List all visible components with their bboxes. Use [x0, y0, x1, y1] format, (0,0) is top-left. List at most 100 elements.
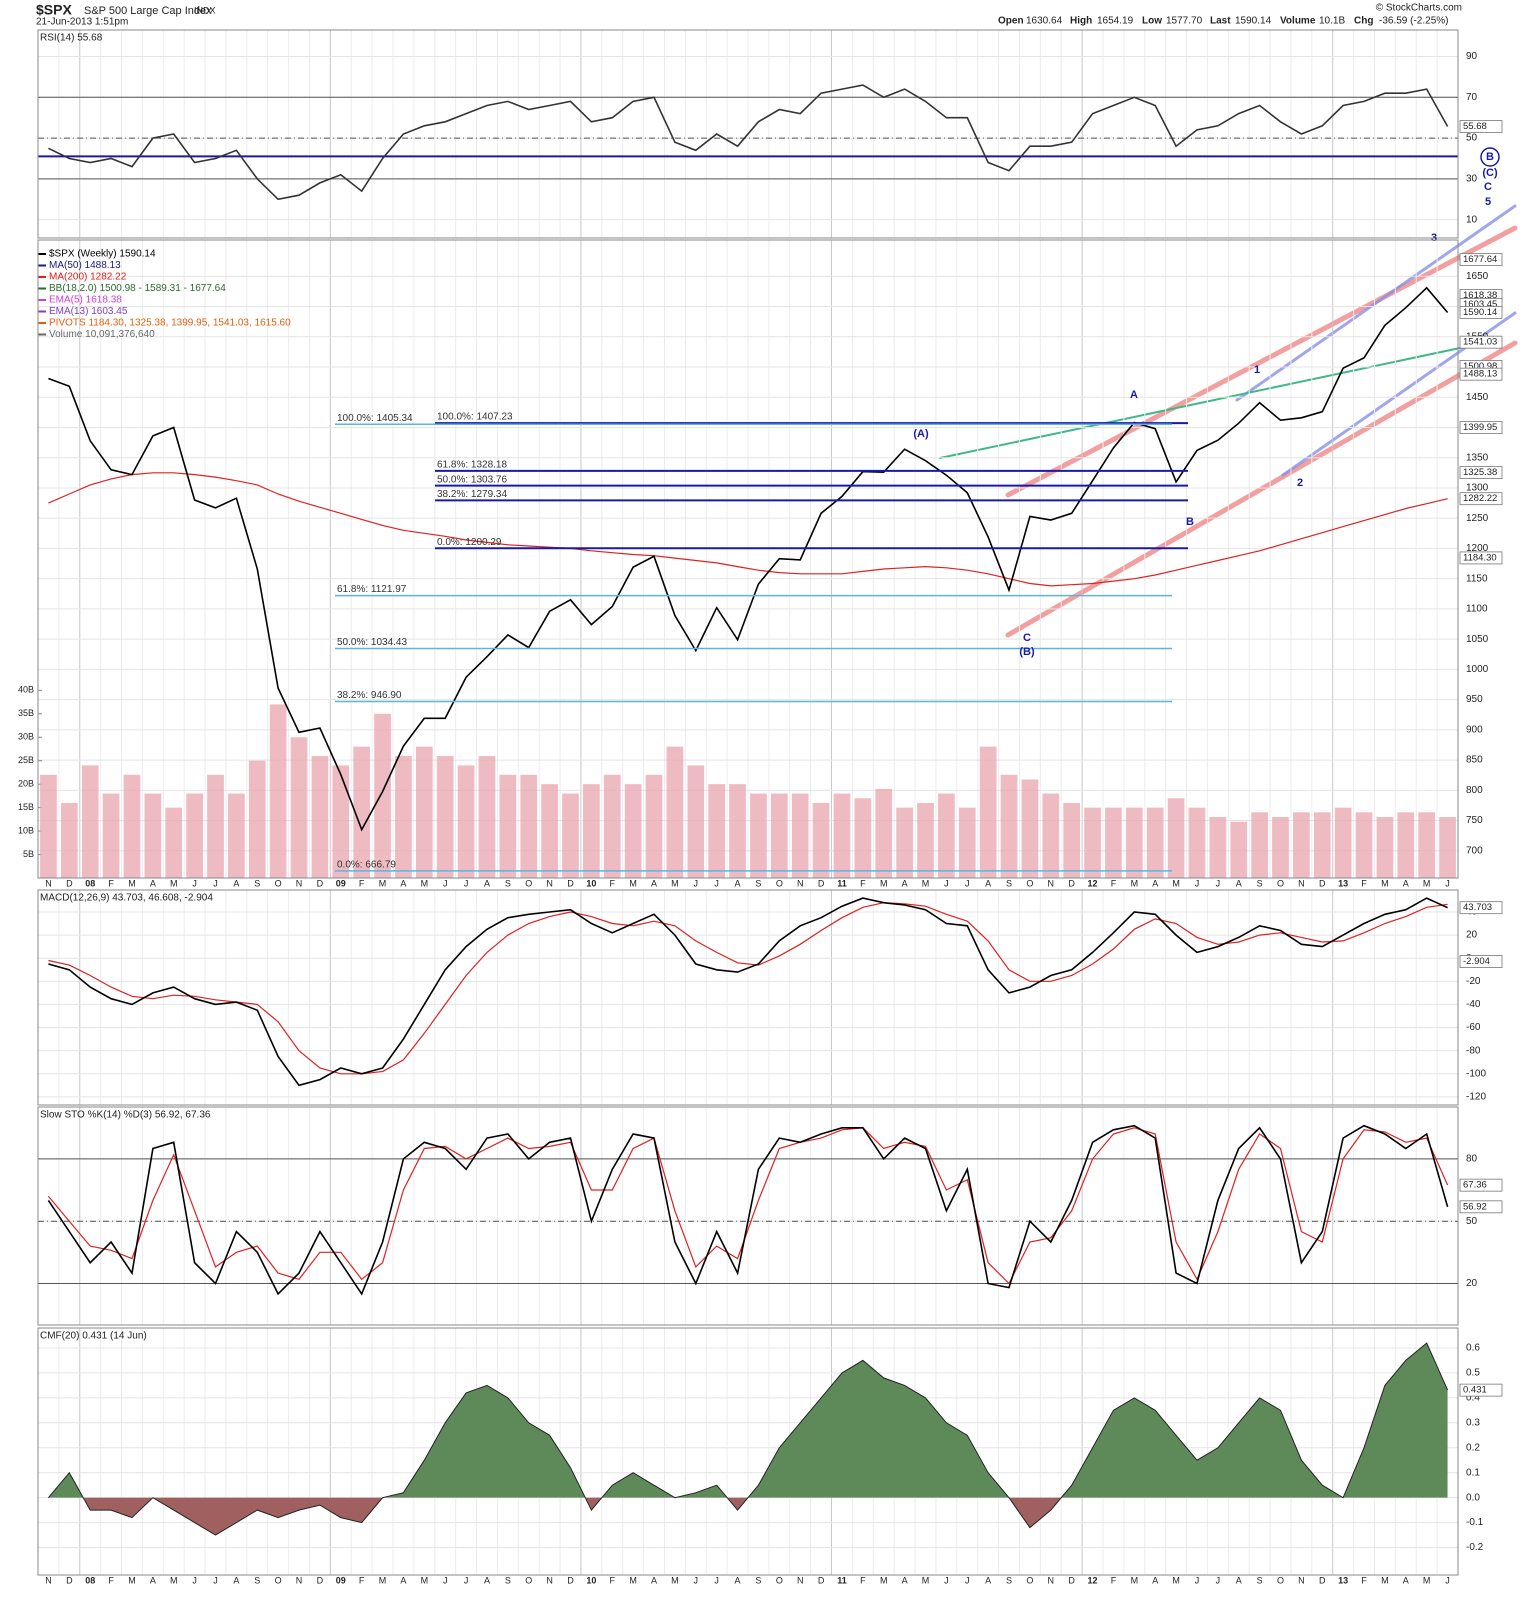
- x-tick-label: D: [567, 878, 574, 888]
- panel-title: RSI(14) 55.68: [40, 33, 103, 44]
- x-tick-label: J: [1216, 1575, 1221, 1585]
- fib-label: 38.2%: 1279.34: [437, 489, 507, 500]
- x-tick-label: A: [1152, 878, 1158, 888]
- x-tick-label: S: [755, 878, 761, 888]
- volume-bar: [708, 784, 726, 878]
- volume-bar: [812, 802, 830, 878]
- volume-bar: [1313, 812, 1331, 878]
- legend-text: Volume 10,091,376,640: [49, 329, 155, 340]
- y-tick-label: -20: [1466, 976, 1481, 987]
- volume-bar: [1125, 807, 1143, 878]
- x-tick-label: A: [1236, 878, 1242, 888]
- y-tick-label: 50: [1466, 133, 1478, 144]
- x-tick-label: J: [944, 878, 949, 888]
- value-box: [1459, 1178, 1503, 1192]
- y-tick-label: 1100: [1466, 604, 1488, 615]
- x-tick-label: J: [464, 1575, 469, 1585]
- wave-label: 1: [1254, 364, 1260, 376]
- volume-bar: [1334, 807, 1352, 878]
- value-box: [1459, 253, 1503, 266]
- x-tick-label: A: [400, 1575, 406, 1585]
- y-tick-label: 1350: [1466, 452, 1489, 463]
- volume-bar: [624, 784, 642, 878]
- stat-value: 10.1B: [1319, 16, 1345, 27]
- y2-tick-label: 35B: [18, 708, 34, 718]
- volume-bar: [436, 756, 454, 878]
- value-box-label: 56.92: [1463, 1201, 1487, 1212]
- wave-label: (B): [1019, 646, 1035, 658]
- channel-line: [1235, 204, 1517, 402]
- y-tick-label: 1150: [1466, 573, 1488, 584]
- x-tick-label: D: [818, 878, 825, 888]
- fib-label: 50.0%: 1303.76: [437, 474, 507, 485]
- x-tick-label: M: [379, 878, 387, 888]
- x-tick-label: J: [464, 878, 469, 888]
- x-tick-label: 13: [1338, 1575, 1348, 1585]
- x-tick-label: S: [254, 878, 260, 888]
- value-box-label: 1603.45: [1463, 299, 1497, 310]
- x-tick-label: F: [860, 1575, 866, 1585]
- x-tick-label: M: [922, 1575, 930, 1585]
- legend-text: EMA(5) 1618.38: [49, 295, 122, 306]
- volume-bar: [854, 798, 872, 878]
- x-tick-label: O: [1026, 878, 1033, 888]
- volume-bar: [228, 793, 245, 878]
- volume-bar: [979, 746, 997, 878]
- series-line: [48, 897, 1448, 1087]
- y-tick-label: 1300: [1466, 483, 1489, 494]
- x-tick-label: F: [359, 878, 365, 888]
- y-tick-label: 20: [1466, 1278, 1478, 1289]
- x-tick-label: J: [443, 878, 448, 888]
- stat-label: High: [1070, 16, 1092, 27]
- volume-bar: [1293, 812, 1310, 878]
- y-tick-label: 50: [1466, 1216, 1478, 1227]
- date: 21-Jun-2013 1:51pm: [36, 17, 128, 28]
- x-tick-label: N: [797, 878, 804, 888]
- x-tick-label: O: [1026, 1575, 1033, 1585]
- value-box-label: 1282.22: [1463, 493, 1497, 504]
- x-tick-label: 10: [586, 878, 596, 888]
- x-tick-label: A: [233, 878, 239, 888]
- volume-bar: [353, 746, 371, 878]
- stat-value: 1630.64: [1026, 16, 1063, 27]
- x-tick-label: M: [671, 878, 679, 888]
- x-tick-label: J: [192, 878, 197, 888]
- stat-value: -36.59 (-2.25%): [1379, 16, 1448, 27]
- x-tick-label: J: [965, 1575, 970, 1585]
- y-tick-label: 950: [1466, 694, 1483, 705]
- area-outline: [48, 1342, 1449, 1536]
- wave-label: 2: [1297, 477, 1303, 489]
- x-tick-label: O: [1277, 878, 1284, 888]
- x-tick-label: D: [567, 1575, 574, 1585]
- y-tick-label: -80: [1466, 1045, 1481, 1056]
- y-tick-label: 70: [1466, 92, 1478, 103]
- x-tick-label: M: [170, 1575, 178, 1585]
- volume-bar: [374, 713, 391, 878]
- x-tick-label: J: [213, 1575, 218, 1585]
- y-tick-label: -120: [1466, 1092, 1486, 1103]
- value-box: [1459, 551, 1503, 565]
- volume-bar: [186, 793, 203, 878]
- x-tick-label: 10: [586, 1575, 596, 1585]
- value-box: [1459, 421, 1503, 434]
- fib-label: 0.0%: 1200.29: [437, 537, 502, 548]
- value-box-label: 67.36: [1463, 1180, 1487, 1191]
- x-tick-label: N: [546, 1575, 553, 1585]
- x-tick-label: F: [610, 1575, 616, 1585]
- x-tick-label: O: [275, 878, 282, 888]
- y-tick-label: -100: [1466, 1068, 1486, 1079]
- x-tick-label: F: [610, 878, 616, 888]
- volume-bar: [645, 774, 663, 878]
- volume-bar: [248, 760, 266, 878]
- volume-bar: [499, 774, 517, 878]
- series-line: [48, 902, 1448, 1075]
- x-tick-label: N: [1048, 878, 1055, 888]
- stat-label: Last: [1210, 16, 1231, 27]
- wave-label: 5: [1485, 196, 1491, 208]
- x-tick-label: 08: [85, 878, 95, 888]
- volume-bar: [123, 774, 141, 878]
- x-tick-label: M: [671, 1575, 679, 1585]
- volume-bar: [896, 807, 913, 878]
- x-tick-label: N: [1048, 1575, 1055, 1585]
- x-tick-label: A: [150, 1575, 156, 1585]
